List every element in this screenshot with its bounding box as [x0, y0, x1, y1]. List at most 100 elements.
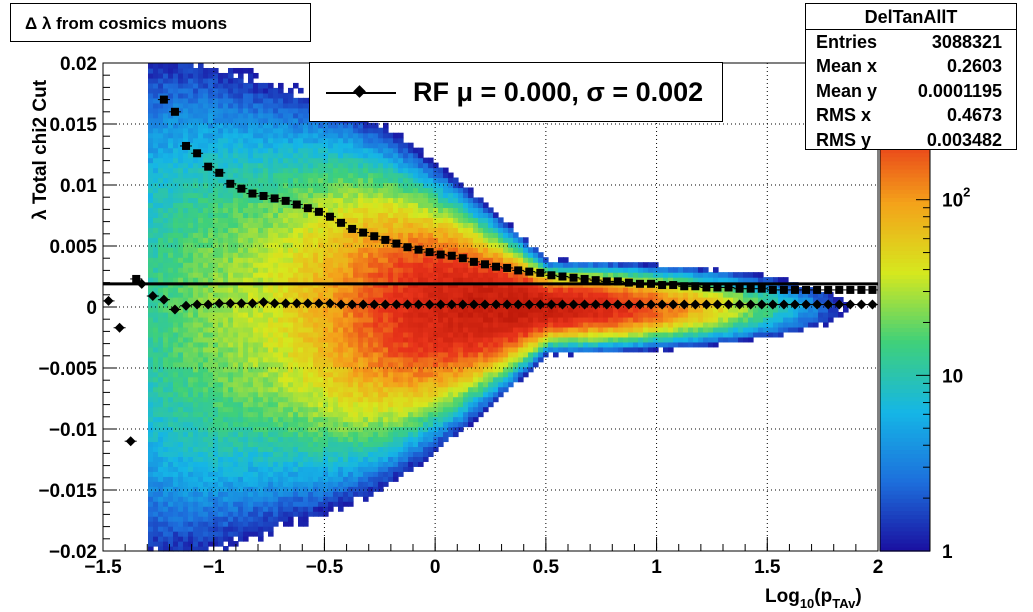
plot-title: Δ λ from cosmics muons [10, 3, 311, 42]
markers-layer [102, 95, 879, 447]
square-marker [857, 285, 866, 294]
square-marker [337, 218, 346, 227]
diamond-marker [823, 299, 834, 310]
diamond-marker [313, 298, 324, 309]
color-scale-segment [880, 331, 930, 337]
color-scale-segment [880, 270, 930, 276]
diamond-marker [679, 299, 690, 310]
square-marker [602, 277, 611, 286]
x-axis-label: Log10(pTAv) [765, 586, 862, 611]
y-tick-label: −0.005 [38, 359, 97, 380]
diamond-marker [468, 299, 479, 310]
diamond-marker [834, 299, 845, 310]
color-scale-segment [880, 172, 930, 178]
diamond-marker [158, 294, 169, 305]
y-tick-label: −0.015 [38, 481, 97, 502]
square-marker [724, 283, 733, 292]
heatmap-layer [148, 63, 849, 552]
color-scale-segment [880, 307, 930, 312]
square-marker [580, 274, 589, 283]
color-scale-segment [880, 274, 930, 280]
diamond-marker [324, 298, 335, 309]
square-marker [713, 283, 722, 292]
square-marker [868, 285, 877, 294]
square-marker [680, 282, 689, 291]
color-scale-segment [880, 294, 930, 300]
color-scale-segment [880, 510, 930, 516]
color-scale-segment [880, 217, 930, 223]
axes-layer: −1.5 −1 −0.5 0 0.5 1 1.5 2 0.02 0.015 0.01 0.005 0 −0… [38, 54, 883, 578]
diamond-marker [646, 299, 657, 310]
square-marker [536, 268, 545, 277]
color-scale-segment [880, 363, 930, 369]
color-scale-segment [880, 376, 930, 381]
diamond-marker [856, 299, 867, 310]
square-marker [359, 228, 368, 237]
diamond-marker [169, 304, 180, 315]
square-marker [292, 200, 301, 209]
diamond-marker [302, 298, 313, 309]
color-scale-segment [880, 542, 930, 548]
square-marker [403, 243, 412, 252]
diamond-marker [612, 299, 623, 310]
square-marker [259, 191, 268, 200]
color-scale-segment [880, 498, 930, 503]
square-marker [204, 162, 213, 171]
square-marker [193, 149, 202, 158]
square-marker [591, 276, 600, 285]
color-scale-segment [880, 494, 930, 499]
color-scale-segment [880, 282, 930, 288]
x-tick-label: 0 [430, 557, 441, 578]
diamond-marker [745, 299, 756, 310]
color-scale-segment [880, 420, 930, 426]
legend-diamond-icon [353, 85, 366, 98]
square-marker [248, 189, 257, 198]
diamond-marker [778, 299, 789, 310]
color-scale-segment [880, 311, 930, 316]
color-scale-segment [880, 254, 930, 259]
diamond-marker [812, 299, 823, 310]
diamond-marker [125, 436, 136, 447]
color-scale-segment [880, 156, 930, 162]
diamond-marker [402, 299, 413, 310]
diamond-marker [391, 299, 402, 310]
diamond-marker [369, 299, 380, 310]
x-tick-label: −1.5 [84, 557, 122, 578]
square-marker [757, 284, 766, 293]
y-tick-label: 0.005 [49, 237, 97, 258]
square-marker [569, 273, 578, 282]
square-marker [159, 95, 168, 104]
grid-layer [103, 63, 878, 551]
diamond-marker [236, 298, 247, 309]
color-scale-segment [880, 241, 930, 247]
color-scale-segment [880, 481, 930, 487]
diamond-marker [446, 299, 457, 310]
color-scale-segment [880, 160, 930, 166]
square-marker [182, 141, 191, 150]
color-scale-segment [880, 441, 930, 446]
diamond-marker [756, 299, 767, 310]
square-marker [226, 179, 235, 188]
stats-row-mean-y: Mean y 0.0001195 [816, 80, 1002, 101]
diamond-marker [336, 299, 347, 310]
legend: RF μ = 0.000, σ = 0.002 [309, 62, 723, 122]
y-tick-label: −0.02 [49, 542, 97, 563]
square-marker [348, 224, 357, 233]
square-marker [835, 285, 844, 294]
color-scale-segment [880, 400, 930, 406]
color-scale-segment [880, 290, 930, 296]
color-scale-segment [880, 538, 930, 544]
color-scale-segment [880, 485, 930, 491]
square-marker [215, 168, 224, 177]
color-scale-segment [880, 396, 930, 402]
color-scale-segment [880, 209, 930, 215]
color-scale-segment [880, 185, 930, 190]
diamond-marker [734, 299, 745, 310]
color-scale-segment [880, 323, 930, 329]
x-tick-label: 1 [651, 557, 662, 578]
diamond-marker [701, 299, 712, 310]
diamond-marker [546, 299, 557, 310]
color-scale-segment [880, 490, 930, 495]
color-scale-segment [880, 347, 930, 353]
